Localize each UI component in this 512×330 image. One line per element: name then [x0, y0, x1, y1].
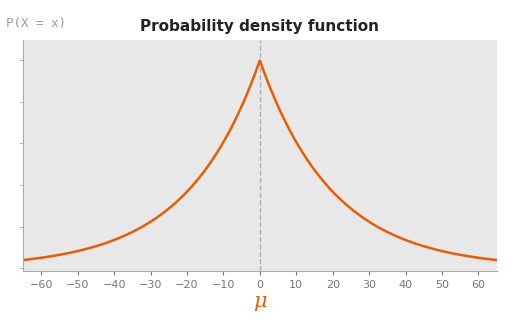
Text: P(X = x): P(X = x): [7, 17, 67, 30]
Title: Probability density function: Probability density function: [140, 19, 379, 34]
X-axis label: μ: μ: [253, 292, 267, 312]
